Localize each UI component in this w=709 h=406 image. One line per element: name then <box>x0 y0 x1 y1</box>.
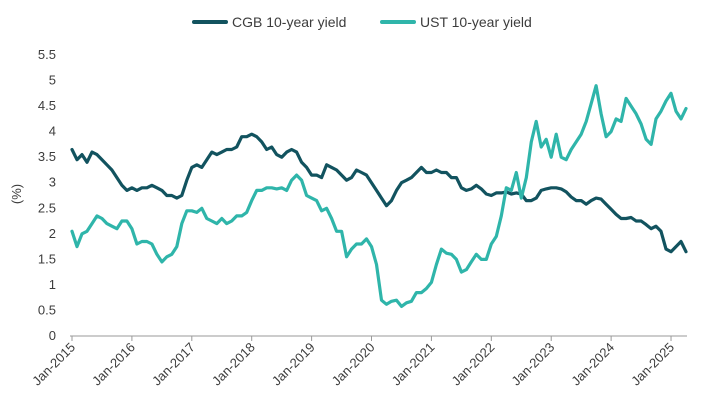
y-tick-label: 3.5 <box>38 149 56 164</box>
y-tick-label: 4 <box>49 124 56 139</box>
x-tick-label: Jan-2022 <box>448 340 497 389</box>
y-tick-label: 3 <box>49 175 56 190</box>
y-tick-label: 2 <box>49 226 56 241</box>
y-tick-label: 4.5 <box>38 98 56 113</box>
y-tick-label: 0 <box>49 328 56 343</box>
legend-label-ust: UST 10-year yield <box>420 14 532 30</box>
ust-yield-line <box>70 84 688 308</box>
y-tick-label: 1.5 <box>38 251 56 266</box>
x-tick-label: Jan-2015 <box>29 340 78 389</box>
x-tick-label: Jan-2018 <box>209 340 258 389</box>
x-tick-label: Jan-2025 <box>628 340 677 389</box>
y-tick-label: 2.5 <box>38 200 56 215</box>
y-tick-label: 5 <box>49 73 56 88</box>
cgb-yield-line <box>70 132 688 254</box>
legend: CGB 10-year yield UST 10-year yield <box>192 14 532 30</box>
x-tick-label: Jan-2024 <box>568 340 617 389</box>
y-axis-title: (%) <box>9 184 24 204</box>
x-axis-ticks: Jan-2015 Jan-2016 Jan-2017 Jan-2018 Jan-2019… <box>29 336 677 388</box>
y-tick-label: 1 <box>49 277 56 292</box>
x-tick-label: Jan-2021 <box>389 340 438 389</box>
x-tick-label: Jan-2016 <box>89 340 138 389</box>
x-tick-label: Jan-2019 <box>269 340 318 389</box>
y-tick-label: 0.5 <box>38 302 56 317</box>
y-axis: 0 0.5 1 1.5 2 2.5 3 3.5 4 4.5 5 5.5 <box>38 47 56 343</box>
x-tick-label: Jan-2017 <box>149 340 198 389</box>
legend-label-cgb: CGB 10-year yield <box>232 14 346 30</box>
x-tick-label: Jan-2020 <box>329 340 378 389</box>
series-layer <box>70 84 688 308</box>
x-tick-label: Jan-2023 <box>508 340 557 389</box>
y-tick-label: 5.5 <box>38 47 56 62</box>
